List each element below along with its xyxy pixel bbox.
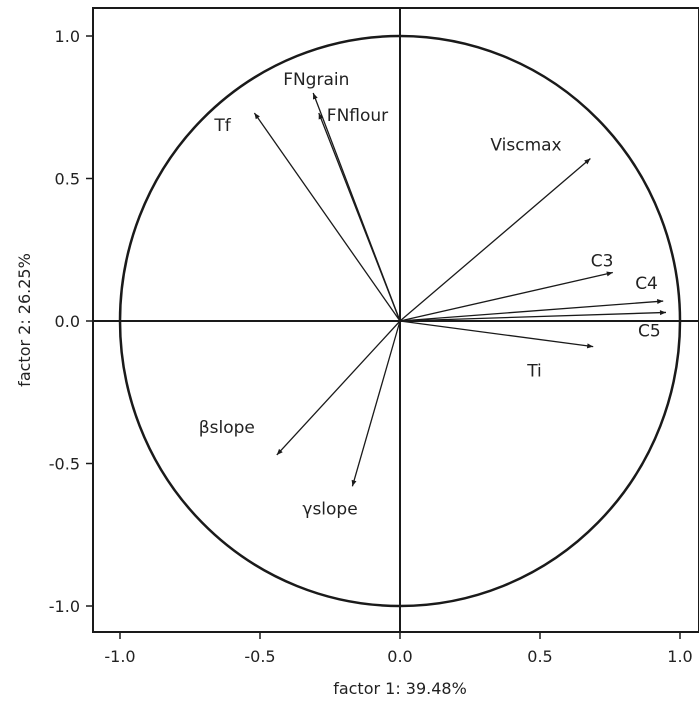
loading-vector-C3	[399, 271, 613, 322]
vector-arrowhead	[657, 299, 664, 304]
loading-vector-FNflour	[318, 112, 401, 322]
vector-arrowhead	[312, 93, 318, 100]
y-axis-ticks: -1.0 -0.5 0.0 0.5 1.0	[49, 27, 93, 616]
vector-arrowhead	[254, 112, 260, 120]
y-axis-title: factor 2: 26.25%	[15, 253, 34, 387]
vector-arrowhead	[276, 448, 283, 455]
vector-arrowhead	[318, 112, 324, 120]
loading-vector-γslope	[351, 320, 401, 487]
x-tick-label: -1.0	[104, 647, 135, 666]
loading-vector-C4	[399, 300, 664, 322]
x-tick-label: -0.5	[244, 647, 275, 666]
x-tick-label: 1.0	[667, 647, 692, 666]
loading-vector-C5	[399, 311, 667, 322]
vector-label: FNgrain	[283, 70, 349, 90]
y-tick-label: -0.5	[49, 455, 80, 474]
vector-label: C4	[635, 274, 658, 294]
x-tick-label: 0.0	[387, 647, 412, 666]
vector-label: Tf	[213, 116, 231, 136]
vector-arrowhead	[606, 271, 613, 277]
x-axis-ticks: -1.0 -0.5 0.0 0.5 1.0	[104, 632, 693, 666]
y-tick-label: 0.5	[55, 170, 80, 189]
vector-label: FNflour	[327, 106, 388, 126]
vector-label: Ti	[526, 362, 542, 382]
vector-label: Viscmax	[490, 136, 561, 156]
loading-vector-Ti	[399, 320, 594, 348]
x-axis-title: factor 1: 39.48%	[333, 679, 467, 698]
y-tick-label: 1.0	[55, 27, 80, 46]
loading-vector-Viscmax	[399, 158, 591, 322]
vector-label: γslope	[302, 499, 357, 519]
loading-labels: FNgrain FNflour Tf Viscmax C3 C4 C5 Ti βslope γsl…	[199, 70, 661, 519]
vector-arrowhead	[659, 310, 666, 316]
loading-vector-βslope	[276, 320, 401, 456]
loading-vector-Tf	[253, 112, 401, 322]
x-tick-label: 0.5	[527, 647, 552, 666]
vector-label: C5	[638, 321, 661, 341]
vector-label: C3	[591, 252, 614, 272]
y-tick-label: -1.0	[49, 597, 80, 616]
vector-arrowhead	[586, 343, 594, 349]
loading-vectors	[253, 92, 667, 487]
vector-label: βslope	[199, 418, 255, 438]
y-tick-label: 0.0	[55, 312, 80, 331]
vector-arrowhead	[584, 158, 591, 165]
vector-arrowhead	[351, 479, 357, 487]
